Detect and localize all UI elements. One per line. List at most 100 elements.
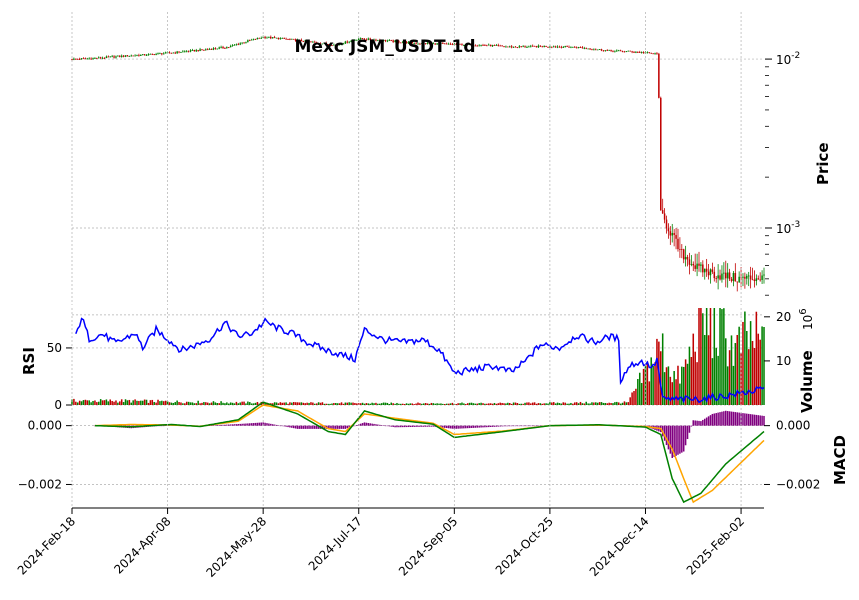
macd-signal-line xyxy=(94,404,765,504)
volume-bar xyxy=(696,362,698,405)
candle-body xyxy=(250,39,253,41)
volume-bar xyxy=(159,401,161,405)
macd-histogram-bar xyxy=(159,425,161,427)
volume-bar xyxy=(421,403,423,405)
volume-bar xyxy=(445,403,448,405)
candle-body xyxy=(241,42,243,44)
volume-bar xyxy=(443,403,446,405)
macd-histogram-bar xyxy=(472,425,475,428)
candle-body xyxy=(587,48,589,50)
volume-bar xyxy=(134,399,136,405)
volume-bar xyxy=(361,402,364,405)
volume-bar xyxy=(424,403,427,405)
macd-panel: 0.000 0.000 −0.002 −0.002 xyxy=(18,401,820,504)
macd-histogram-bar xyxy=(405,425,408,428)
volume-bar xyxy=(591,402,593,405)
volume-bar xyxy=(109,399,111,405)
volume-bar xyxy=(459,403,461,405)
candle-body xyxy=(382,39,385,41)
candle-body xyxy=(648,52,651,54)
macd-histogram-bar xyxy=(279,425,282,427)
macd-histogram-bar xyxy=(409,425,412,428)
volume-bar xyxy=(499,402,501,405)
macd-histogram-bar xyxy=(210,425,213,426)
macd-histogram-bar xyxy=(426,425,429,427)
macd-histogram-bar xyxy=(505,425,507,427)
volume-bar xyxy=(97,401,100,405)
volume-bar xyxy=(373,403,375,405)
candle-body xyxy=(197,50,199,52)
x-tick-label: 2024-Dec-14 xyxy=(587,514,652,579)
volume-bar xyxy=(520,403,522,405)
candle-body xyxy=(149,53,152,55)
volume-bar xyxy=(470,402,473,405)
candle-body xyxy=(686,256,689,260)
macd-histogram-bar xyxy=(512,425,515,427)
candle-body xyxy=(363,39,366,40)
candle-body xyxy=(233,44,236,46)
volume-bar xyxy=(539,403,542,405)
candle-body xyxy=(725,272,727,279)
macd-histogram-bar xyxy=(371,423,373,426)
macd-histogram-bar xyxy=(468,425,471,429)
price-tick-exponent: -3 xyxy=(791,220,800,230)
macd-histogram-bar xyxy=(398,425,400,428)
candle-body xyxy=(185,51,188,53)
macd-histogram-bar xyxy=(249,423,251,426)
candle-body xyxy=(526,47,528,48)
candle-body xyxy=(518,46,521,48)
macd-histogram-bar xyxy=(359,423,362,426)
volume-bar xyxy=(111,400,113,405)
candle-body xyxy=(273,37,276,38)
volume-bar xyxy=(348,402,350,405)
volume-bar xyxy=(589,403,591,405)
candle-body xyxy=(564,46,566,48)
macd-histogram-bar xyxy=(342,425,345,429)
candle-body xyxy=(208,49,211,50)
macd-histogram-bar xyxy=(501,425,503,427)
candle-body xyxy=(80,58,83,60)
volume-bar xyxy=(241,401,243,405)
candle-body xyxy=(508,46,511,48)
candle-body xyxy=(400,42,402,44)
volume-bar xyxy=(243,401,245,405)
macd-histogram-bar xyxy=(289,425,291,428)
macd-histogram-bar xyxy=(736,412,739,426)
candle-body xyxy=(235,44,238,46)
candle-body xyxy=(394,40,396,42)
volume-bar xyxy=(153,401,155,405)
volume-bar xyxy=(306,402,308,405)
volume-bar xyxy=(627,402,630,405)
volume-bar xyxy=(122,402,125,405)
volume-bar xyxy=(275,402,278,405)
candle-body xyxy=(631,51,633,53)
volume-bar xyxy=(512,402,515,405)
macd-histogram-bar xyxy=(266,423,268,426)
candle-body xyxy=(744,276,746,279)
volume-bar xyxy=(205,402,207,405)
candle-body xyxy=(283,37,285,39)
volume-bar xyxy=(635,388,637,405)
candle-body xyxy=(292,38,295,40)
candle-body xyxy=(312,41,314,43)
candle-body xyxy=(640,52,643,53)
candle-body xyxy=(728,272,731,280)
volume-bar xyxy=(356,403,358,405)
volume-bar xyxy=(763,327,765,405)
candle-body xyxy=(543,46,545,48)
candle-body xyxy=(367,38,370,40)
volume-bar xyxy=(195,403,198,405)
price-axis-title: Price xyxy=(814,142,832,185)
macd-histogram-bar xyxy=(250,423,253,426)
candle-body xyxy=(682,249,685,260)
volume-bar xyxy=(715,347,717,405)
candle-body xyxy=(331,45,333,47)
volume-bar xyxy=(314,403,316,405)
macd-histogram-bar xyxy=(287,425,289,428)
volume-bar xyxy=(226,402,228,405)
volume-bar xyxy=(254,402,257,405)
volume-bar xyxy=(294,402,297,405)
volume-bar xyxy=(115,400,117,405)
volume-bar xyxy=(719,308,721,405)
volume-bar xyxy=(541,403,544,405)
